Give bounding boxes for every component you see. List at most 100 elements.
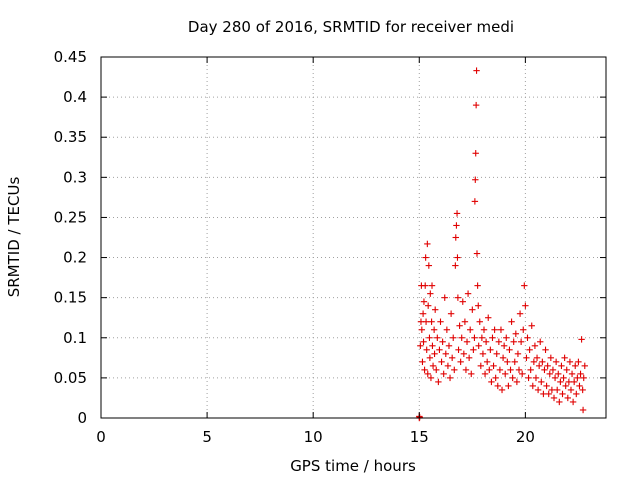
data-point <box>420 298 428 305</box>
data-point <box>506 346 513 354</box>
data-point <box>454 294 462 301</box>
data-point <box>522 302 529 309</box>
data-point <box>478 334 486 341</box>
data-point <box>461 318 469 325</box>
data-point <box>474 282 481 289</box>
data-point <box>462 366 470 374</box>
data-point <box>581 362 588 370</box>
data-point <box>557 378 564 386</box>
y-tick-label: 0.25 <box>54 208 87 226</box>
data-point <box>542 346 549 354</box>
data-point <box>523 354 530 362</box>
data-point <box>505 382 512 390</box>
data-point <box>485 314 492 321</box>
data-point <box>434 334 441 341</box>
data-point <box>577 370 584 378</box>
data-point <box>533 354 541 362</box>
data-point <box>495 338 503 345</box>
data-point <box>498 386 506 394</box>
data-point <box>440 370 447 378</box>
data-point <box>444 362 452 370</box>
data-point <box>419 310 427 317</box>
data-point <box>510 338 517 345</box>
data-point <box>483 358 491 366</box>
data-point <box>429 362 437 370</box>
data-point <box>480 326 488 333</box>
data-point <box>472 150 479 157</box>
y-tick-label: 0.35 <box>54 128 87 146</box>
data-point <box>479 350 487 358</box>
data-point <box>529 382 536 390</box>
data-point <box>541 366 548 374</box>
data-point <box>467 326 474 333</box>
data-point <box>568 370 576 378</box>
data-point <box>438 358 445 366</box>
data-point <box>530 358 538 366</box>
data-point <box>433 366 440 374</box>
data-point <box>503 334 510 341</box>
data-point <box>472 101 480 109</box>
data-point <box>545 390 552 398</box>
data-point <box>426 354 434 362</box>
data-point <box>435 378 442 386</box>
data-point <box>455 346 462 354</box>
data-point <box>424 240 431 248</box>
data-point <box>472 176 479 183</box>
data-point <box>535 362 543 370</box>
data-point <box>475 342 482 349</box>
data-point <box>552 358 560 366</box>
y-axis-label: SRMTID / TECUs <box>5 177 23 298</box>
data-point <box>441 294 448 301</box>
data-point <box>500 342 508 349</box>
data-point <box>569 398 577 406</box>
data-point <box>468 370 475 378</box>
data-point <box>473 250 481 257</box>
data-point <box>490 362 497 370</box>
data-point <box>417 342 424 349</box>
data-point <box>431 350 438 358</box>
data-point <box>428 318 435 325</box>
x-tick-label: 0 <box>96 428 106 446</box>
data-point <box>447 310 455 317</box>
data-point <box>572 362 579 370</box>
data-point <box>422 318 430 325</box>
x-tick-label: 15 <box>410 428 429 446</box>
data-point <box>524 334 531 341</box>
grid-layer <box>101 56 606 418</box>
data-point <box>477 362 485 370</box>
data-point <box>418 326 426 333</box>
data-point <box>562 382 569 390</box>
data-point <box>427 374 435 382</box>
data-point <box>580 374 587 382</box>
axis-ticks: 0 5 10 15 20 0 0.05 0.1 0.15 0.2 0.25 0.3 0.35 0.4 0.4… <box>54 48 606 446</box>
data-point <box>421 366 428 374</box>
data-point <box>513 378 521 386</box>
data-point <box>555 370 562 378</box>
y-tick-label: 0.2 <box>63 249 87 267</box>
data-point <box>471 334 478 341</box>
data-point <box>560 374 567 382</box>
data-point <box>470 346 477 354</box>
data-point <box>473 67 480 74</box>
data-point <box>488 378 495 386</box>
data-point <box>453 222 460 229</box>
y-tick-label: 0.45 <box>54 48 87 66</box>
data-point <box>550 394 558 402</box>
data-point <box>532 374 540 382</box>
data-point <box>424 370 431 378</box>
y-tick-label: 0.05 <box>54 369 87 387</box>
data-point <box>494 382 501 390</box>
data-point <box>426 334 433 341</box>
data-point <box>502 370 509 378</box>
data-point <box>561 354 568 362</box>
data-point <box>427 290 434 297</box>
x-tick-label: 10 <box>304 428 323 446</box>
data-point <box>509 374 516 382</box>
data-point <box>487 346 494 354</box>
data-point <box>446 374 454 382</box>
data-point <box>453 210 461 217</box>
data-point <box>437 318 444 325</box>
data-point <box>563 366 570 374</box>
data-point <box>528 322 535 329</box>
data-point <box>419 358 426 366</box>
